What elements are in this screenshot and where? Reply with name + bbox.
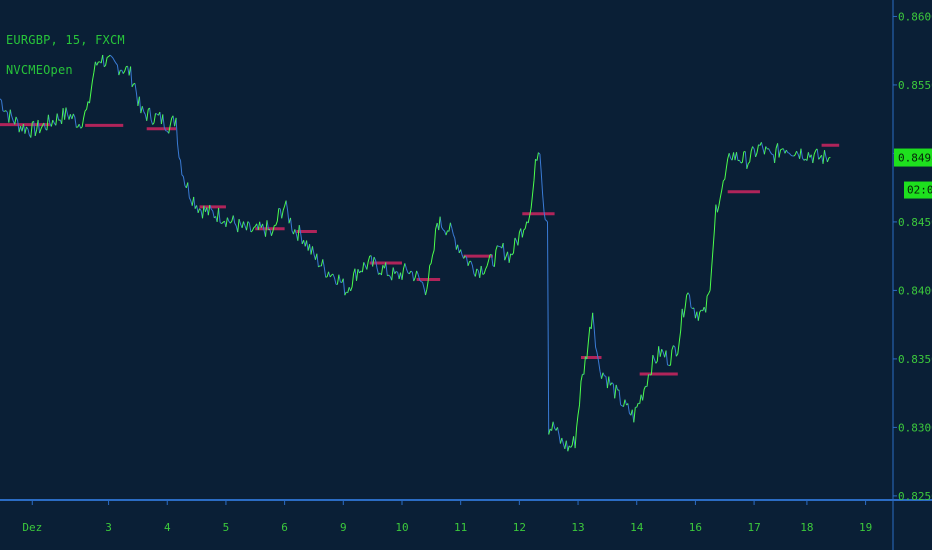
last-price-label: 0.84983 [898, 152, 932, 165]
time-tick-label: 5 [223, 521, 230, 534]
price-tick-label: 0.83500 [898, 353, 932, 366]
time-tick-label: 16 [689, 521, 702, 534]
indicator-legend[interactable]: NVCMEOpen [6, 63, 73, 77]
price-line-up [4, 54, 831, 452]
time-tick-label: 19 [859, 521, 872, 534]
price-line-layer [0, 54, 831, 452]
time-tick-label: 11 [454, 521, 467, 534]
price-tick-label: 0.84500 [898, 216, 932, 229]
last-price-badge-bg [894, 148, 932, 167]
time-axis[interactable]: Dez 3 4 5 6 9 10 11 12 13 14 16 17 18 19 [22, 500, 872, 534]
time-tick-label: 6 [281, 521, 288, 534]
time-tick-label: 9 [340, 521, 347, 534]
price-tick-label: 0.82500 [898, 490, 932, 503]
price-line-down [0, 54, 828, 452]
time-tick-label: 18 [800, 521, 813, 534]
last-price-badge: 0.84983 [894, 148, 932, 167]
price-tick-label: 0.83000 [898, 421, 932, 434]
countdown-label: 02:09 [907, 184, 932, 197]
time-tick-label: 13 [571, 521, 584, 534]
symbol-legend[interactable]: EURGBP, 15, FXCM [6, 33, 125, 47]
price-tick-label: 0.86000 [898, 10, 932, 23]
time-tick-label: Dez [22, 521, 42, 534]
price-tick-label: 0.84000 [898, 284, 932, 297]
time-tick-label: 14 [630, 521, 644, 534]
time-tick-label: 10 [395, 521, 408, 534]
time-tick-label: 3 [105, 521, 112, 534]
price-tick-label: 0.85500 [898, 79, 932, 92]
time-tick-label: 12 [513, 521, 526, 534]
countdown-badge: 02:09 [904, 181, 932, 199]
time-tick-label: 4 [164, 521, 171, 534]
time-tick-label: 17 [747, 521, 760, 534]
countdown-badge-bg [904, 181, 932, 199]
open-level-lines [0, 123, 840, 376]
